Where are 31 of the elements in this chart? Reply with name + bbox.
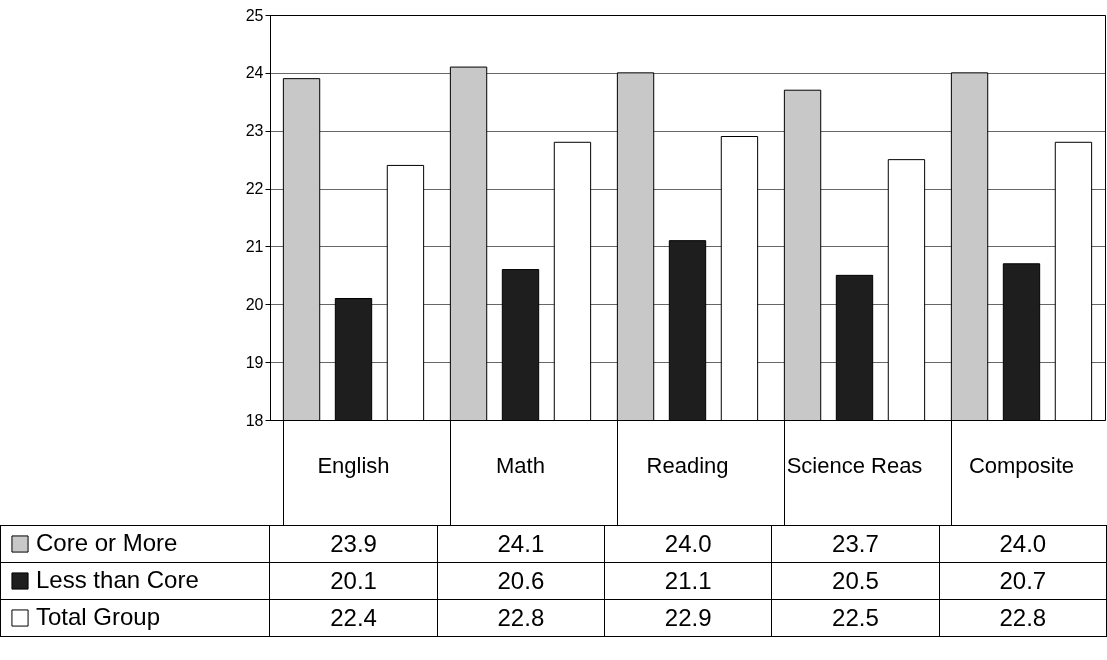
y-tick-label: 23: [245, 122, 264, 140]
x-tick-label: Composite: [968, 452, 1075, 478]
data-label: 22.8: [939, 599, 1107, 637]
legend-label: Less than Core: [36, 566, 199, 593]
y-tick-label: 20: [245, 295, 264, 313]
x-tick-label: Reading: [646, 452, 729, 478]
x-tick-label: Math: [496, 452, 545, 478]
data-label: 20.6: [437, 562, 605, 600]
data-label: 24.0: [939, 525, 1107, 563]
data-label: 24.0: [604, 525, 772, 563]
y-tick-label: 24: [245, 64, 264, 82]
data-label: 20.5: [771, 562, 940, 600]
y-tick-label: 25: [245, 6, 264, 24]
y-tick-label: 21: [245, 237, 264, 255]
data-label: 20.7: [939, 562, 1107, 600]
y-tick-label: 22: [245, 180, 264, 198]
x-tick-label: English: [317, 452, 390, 478]
x-tick-label: Science Reas: [786, 452, 923, 478]
data-label: 23.7: [771, 525, 940, 563]
data-label: 22.8: [437, 599, 605, 637]
data-label: 20.1: [269, 562, 438, 600]
data-label: 22.9: [604, 599, 772, 637]
y-tick-label: 18: [245, 411, 264, 429]
data-label: 22.4: [269, 599, 438, 637]
data-label: 24.1: [437, 525, 605, 563]
data-label: 22.5: [771, 599, 940, 637]
y-tick-label: 19: [245, 353, 264, 371]
data-label: 23.9: [269, 525, 438, 563]
legend-label: Core or More: [36, 529, 178, 556]
legend-label: Total Group: [36, 603, 161, 630]
data-label: 21.1: [604, 562, 772, 600]
